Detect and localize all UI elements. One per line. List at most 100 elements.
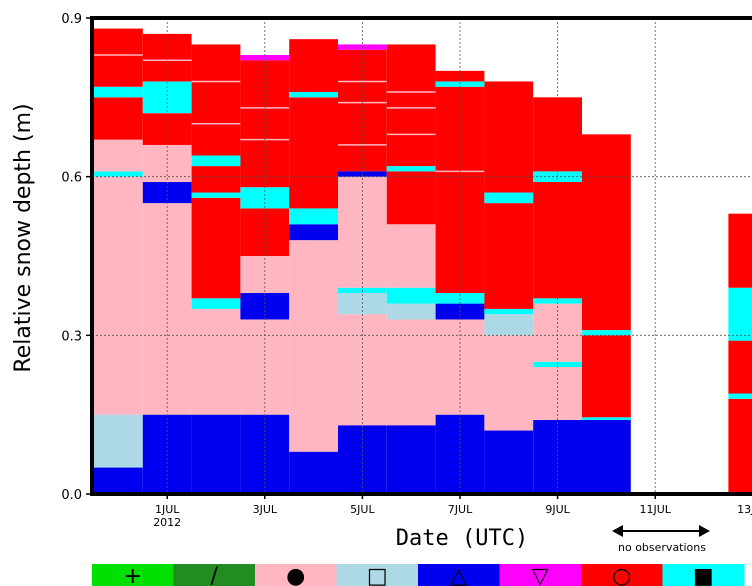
snow-layer-red (386, 171, 436, 225)
filled-square-icon: ■ (693, 564, 714, 586)
snow-layer-pink (386, 319, 436, 426)
y-tick-label: 0.9 (61, 12, 82, 27)
snow-layer-cyan (191, 192, 241, 198)
legend-swatch (581, 564, 663, 586)
snow-layer-cyan (582, 330, 631, 336)
snow-layer-lightblue (484, 314, 534, 336)
legend-swatch (662, 564, 745, 586)
legend-item-pink: ● (255, 564, 337, 586)
snow-layer-cyan (484, 192, 534, 204)
snow-layer-cyan (191, 298, 241, 309)
legend-item-cyan: ■ (662, 564, 745, 586)
y-tick-label: 0.6 (61, 171, 82, 186)
x-axis-label: Date (UTC) (396, 526, 528, 551)
snow-layer-cyan (289, 208, 338, 225)
y-tick-label: 0.3 (61, 329, 82, 344)
snow-layer-red (582, 134, 631, 331)
x-tick-label: 13JUL (737, 503, 752, 516)
arrow-left-icon (612, 525, 623, 537)
snow-layer-cyan (728, 287, 752, 341)
snow-layer-red (728, 340, 752, 394)
snow-layer-red (484, 203, 534, 309)
y-axis: 0.0 0.3 0.6 0.9 (61, 12, 92, 503)
snow-layer-red (142, 113, 192, 145)
legend-swatch (418, 564, 500, 586)
snow-layer-red (94, 28, 143, 87)
legend-item-green: + (92, 564, 174, 586)
snow-layer-cyan (94, 171, 143, 177)
snow-layer-blue (484, 430, 534, 494)
legend-swatch (499, 564, 582, 586)
legend-item-darkgreen: / (173, 564, 256, 586)
snow-layer-red (240, 208, 290, 256)
snow-layer-blue (142, 181, 192, 204)
snow-layer-cyan (533, 298, 582, 304)
snow-layer-red (191, 166, 241, 193)
triangle-down-icon: ▽ (532, 564, 549, 586)
snow-layer-red (728, 398, 752, 494)
slash-icon: / (211, 564, 219, 586)
plus-icon: + (124, 564, 142, 586)
snow-layer-blue (582, 419, 631, 494)
snow-layer-blue (386, 425, 436, 494)
snow-layer-red (386, 44, 436, 167)
snow-layer-cyan (240, 187, 290, 209)
snow-layer-cyan (728, 393, 752, 399)
snow-layer-pink (94, 139, 143, 172)
snow-layer-red (435, 70, 485, 82)
snow-layer-cyan (289, 92, 338, 98)
snow-layer-pink (191, 308, 241, 415)
legend-swatch (336, 564, 419, 586)
snow-layer-red (94, 97, 143, 140)
snow-layer-red (728, 213, 752, 288)
legend-color-bar: + / ● □ △ ▽ ○ ■ (92, 564, 745, 586)
x-tick-label: 11JUL (639, 503, 671, 516)
open-square-icon: □ (367, 564, 388, 586)
snow-layer-pink (484, 335, 534, 431)
snow-layer-blue (533, 419, 582, 494)
snow-layer-cyan (191, 155, 241, 167)
snow-layer-red (484, 81, 534, 193)
snow-layer-blue (191, 414, 241, 494)
snow-layer-magenta (240, 55, 290, 61)
x-tick-label: 1JUL (155, 503, 180, 516)
snow-layer-lightblue (386, 303, 436, 320)
no-observations-text: no observations (618, 541, 706, 554)
plot-area (94, 28, 752, 494)
legend-item-lightblue: □ (336, 564, 419, 586)
snow-layer-pink (289, 240, 338, 452)
snow-layer-cyan (94, 86, 143, 98)
legend-item-red: ○ (581, 564, 663, 586)
snow-layer-cyan (582, 417, 631, 420)
arrow-right-icon (699, 525, 710, 537)
legend-item-magenta: ▽ (499, 564, 582, 586)
snow-layer-blue (289, 224, 338, 241)
plot-frame (90, 16, 752, 496)
snow-layer-red (582, 335, 631, 418)
snow-layer-pink (94, 176, 143, 415)
snow-layer-cyan (386, 166, 436, 172)
x-tick-sublabel: 2012 (153, 516, 181, 529)
y-tick-label: 0.0 (61, 488, 82, 503)
snow-layer-blue (94, 467, 143, 494)
x-tick-label: 7JUL (448, 503, 473, 516)
snow-layer-cyan (533, 361, 582, 368)
legend-item-blue: △ (418, 564, 500, 586)
x-tick-label: 9JUL (545, 503, 570, 516)
x-tick-label: 5JUL (350, 503, 375, 516)
snow-layer-pink (533, 303, 582, 362)
snow-layer-cyan (386, 287, 436, 304)
open-circle-icon: ○ (612, 564, 631, 586)
snow-layer-red (191, 44, 241, 156)
snow-layer-red (289, 97, 338, 209)
snow-layer-cyan (484, 308, 534, 315)
snow-layer-blue (289, 451, 338, 494)
snow-layer-red (289, 39, 338, 93)
legend-swatch (255, 564, 337, 586)
legend-swatch (173, 564, 256, 586)
legend-swatch (92, 564, 174, 586)
snow-layer-red (191, 197, 241, 299)
triangle-up-icon: △ (450, 564, 467, 586)
